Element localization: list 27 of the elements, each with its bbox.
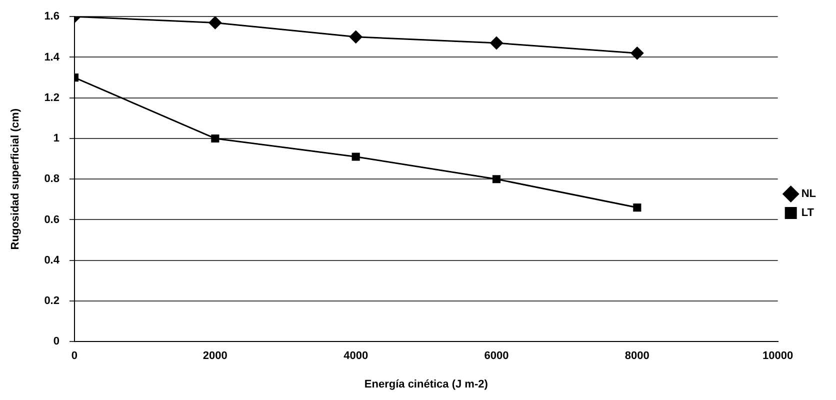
legend-label: LT — [801, 207, 814, 220]
y-tick-label: 1.4 — [44, 51, 60, 64]
y-tick-label: 0.6 — [44, 214, 60, 226]
y-axis-title: Rugosidad superficial (cm) — [10, 108, 22, 250]
x-tick-label: 8000 — [624, 350, 650, 362]
y-tick-label: 0 — [53, 336, 60, 348]
point — [633, 204, 642, 212]
point — [352, 152, 360, 161]
y-tick-label: 1 — [53, 132, 60, 145]
point — [630, 46, 644, 60]
point — [349, 30, 362, 44]
legend-label: NL — [801, 188, 816, 200]
point — [492, 175, 501, 184]
point — [490, 36, 503, 50]
y-tick-label: 1.6 — [44, 10, 60, 23]
point — [208, 16, 222, 30]
y-tick-label: 0.2 — [44, 295, 60, 308]
y-tick-label: 0.4 — [44, 254, 60, 266]
x-tick-label: 10000 — [762, 350, 794, 362]
x-tick-label: 0 — [71, 350, 78, 362]
x-tick-label: 4000 — [344, 350, 368, 362]
x-axis-title: Energía cinética (J m-2) — [364, 378, 488, 390]
x-tick-label: 6000 — [484, 350, 509, 362]
y-tick-label: 0.8 — [44, 173, 60, 186]
x-tick-label: 2000 — [202, 350, 228, 362]
point — [211, 134, 220, 143]
y-tick-label: 1.2 — [44, 92, 60, 104]
